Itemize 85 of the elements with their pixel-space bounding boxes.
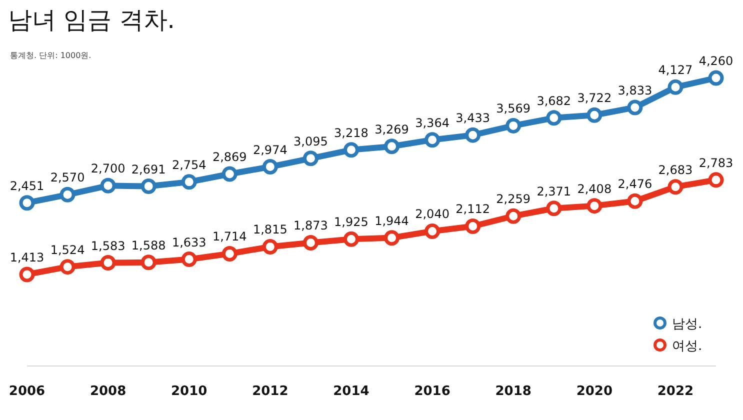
- data-label: 2,451: [10, 178, 44, 193]
- point: [100, 255, 116, 270]
- data-label: 2,476: [618, 177, 652, 192]
- point: [222, 246, 238, 262]
- point: [262, 238, 278, 254]
- point: [19, 266, 35, 282]
- point: [384, 138, 400, 154]
- data-label: 1,714: [212, 230, 247, 244]
- data-label: 3,722: [577, 91, 612, 106]
- point: [627, 193, 643, 209]
- x-tick-label: 2020: [576, 384, 613, 399]
- data-label: 2,754: [172, 158, 206, 172]
- point: [181, 252, 197, 268]
- data-label: 3,833: [618, 83, 652, 98]
- point: [424, 223, 440, 239]
- data-label: 1,588: [131, 238, 166, 252]
- point: [465, 218, 481, 234]
- data-label: 2,371: [536, 184, 572, 198]
- data-label: 1,873: [294, 218, 328, 233]
- point: [140, 178, 156, 194]
- point: [384, 230, 400, 246]
- point: [586, 198, 602, 214]
- data-label: 1,633: [172, 235, 206, 250]
- point: [627, 100, 643, 116]
- data-label: 1,583: [90, 238, 126, 253]
- data-label: 2,112: [456, 202, 490, 216]
- legend-label: 남성.: [672, 317, 702, 332]
- point: [60, 259, 76, 275]
- data-label: 1,413: [10, 250, 44, 264]
- point: [668, 79, 684, 95]
- x-tick-label: 2016: [414, 384, 450, 399]
- point: [668, 179, 684, 195]
- point: [343, 231, 359, 247]
- data-label: 1,944: [374, 214, 409, 228]
- data-label: 4,260: [698, 54, 734, 68]
- data-label: 3,364: [415, 116, 450, 130]
- data-label: 2,974: [252, 142, 288, 157]
- data-label: 2,691: [131, 162, 166, 176]
- x-tick-label: 2018: [495, 384, 532, 399]
- x-tick-label: 2014: [333, 384, 370, 399]
- x-tick-label: 2012: [252, 384, 288, 399]
- point: [302, 150, 318, 166]
- subtitle: 통계청. 단위: 1000원.: [10, 51, 92, 60]
- title: 남녀 임금 격차.: [8, 6, 175, 34]
- point: [506, 208, 522, 224]
- data-label: 3,433: [456, 111, 490, 126]
- data-label: 1,524: [50, 242, 85, 257]
- data-label: 2,408: [577, 182, 612, 196]
- data-label: 2,783: [698, 156, 734, 170]
- point: [708, 172, 724, 188]
- data-label: 2,570: [50, 170, 85, 185]
- point: [19, 195, 35, 211]
- point: [100, 178, 116, 194]
- data-label: 3,569: [496, 102, 531, 116]
- point: [302, 234, 318, 250]
- data-label: 3,269: [374, 122, 409, 136]
- data-label: 2,259: [496, 192, 531, 206]
- point: [506, 118, 522, 134]
- point: [708, 70, 724, 86]
- data-label: 4,127: [658, 63, 693, 78]
- point: [424, 132, 440, 148]
- data-label: 2,869: [212, 150, 247, 164]
- data-label: 3,682: [536, 94, 572, 108]
- data-label: 2,683: [658, 162, 693, 177]
- point: [586, 107, 602, 123]
- data-label: 1,815: [252, 222, 288, 237]
- point: [262, 159, 278, 174]
- data-label: 3,095: [294, 134, 328, 148]
- point: [546, 110, 562, 126]
- point: [140, 254, 156, 270]
- point: [60, 186, 76, 202]
- x-tick-label: 2022: [657, 384, 694, 399]
- legend-label: 여성.: [672, 339, 702, 354]
- data-label: 3,218: [334, 126, 368, 140]
- data-label: 2,700: [90, 162, 126, 176]
- point: [343, 142, 359, 158]
- x-tick-label: 2006: [8, 384, 46, 399]
- point: [546, 200, 562, 216]
- point: [181, 174, 197, 190]
- point: [465, 127, 481, 143]
- x-tick-label: 2010: [171, 384, 208, 399]
- data-label: 2,040: [415, 207, 450, 222]
- point: [222, 166, 238, 182]
- data-label: 1,925: [334, 215, 368, 230]
- x-tick-label: 2008: [90, 384, 126, 399]
